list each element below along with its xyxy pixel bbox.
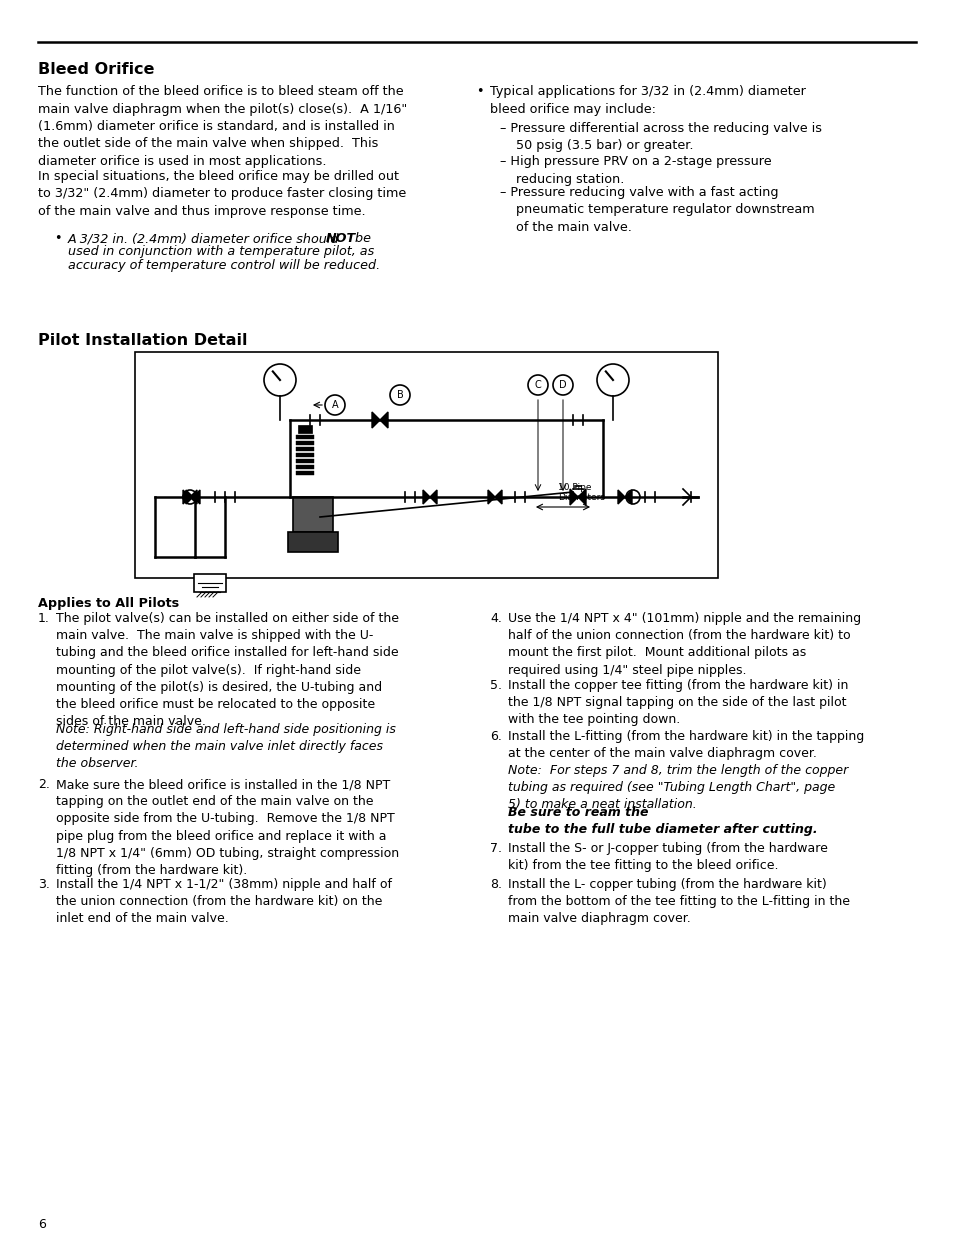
Text: B: B xyxy=(396,390,403,400)
Bar xyxy=(295,466,314,469)
Bar xyxy=(297,425,312,433)
Bar xyxy=(295,459,314,463)
Text: – Pressure reducing valve with a fast acting
    pneumatic temperature regulator: – Pressure reducing valve with a fast ac… xyxy=(499,186,814,233)
Text: NOT: NOT xyxy=(326,232,355,245)
Text: Note:  For steps 7 and 8, trim the length of the copper
tubing as required (see : Note: For steps 7 and 8, trim the length… xyxy=(507,764,847,811)
Bar xyxy=(295,471,314,475)
Text: Install the L- copper tubing (from the hardware kit)
from the bottom of the tee : Install the L- copper tubing (from the h… xyxy=(507,878,849,925)
Polygon shape xyxy=(186,490,193,504)
Text: Be sure to ream the
tube to the full tube diameter after cutting.: Be sure to ream the tube to the full tub… xyxy=(507,806,817,836)
Text: used in conjunction with a temperature pilot, as: used in conjunction with a temperature p… xyxy=(68,246,374,258)
Text: 6: 6 xyxy=(38,1218,46,1231)
Text: 7.: 7. xyxy=(490,842,501,855)
Text: In special situations, the bleed orifice may be drilled out
to 3/32" (2.4mm) dia: In special situations, the bleed orifice… xyxy=(38,170,406,219)
Polygon shape xyxy=(379,412,388,429)
Bar xyxy=(295,447,314,451)
Text: 3.: 3. xyxy=(38,878,50,890)
Text: The pilot valve(s) can be installed on either side of the
main valve.  The main : The pilot valve(s) can be installed on e… xyxy=(56,613,398,729)
Text: •: • xyxy=(476,85,483,98)
Bar xyxy=(288,532,337,552)
Text: •: • xyxy=(54,232,61,245)
Text: 5.: 5. xyxy=(490,679,501,692)
Text: Use the 1/4 NPT x 4" (101mm) nipple and the remaining
half of the union connecti: Use the 1/4 NPT x 4" (101mm) nipple and … xyxy=(507,613,861,677)
Bar xyxy=(295,453,314,457)
Polygon shape xyxy=(578,489,585,505)
Text: 8.: 8. xyxy=(490,878,501,890)
Polygon shape xyxy=(183,490,190,504)
Text: The function of the bleed orifice is to bleed steam off the
main valve diaphragm: The function of the bleed orifice is to … xyxy=(38,85,407,168)
Text: Applies to All Pilots: Applies to All Pilots xyxy=(38,597,179,610)
Text: 2.: 2. xyxy=(38,778,50,790)
Polygon shape xyxy=(569,489,578,505)
Bar xyxy=(193,574,226,592)
Bar xyxy=(135,352,718,578)
Text: Install the S- or J-copper tubing (from the hardware
kit) from the tee fitting t: Install the S- or J-copper tubing (from … xyxy=(507,842,827,872)
Polygon shape xyxy=(193,490,200,504)
Text: Install the copper tee fitting (from the hardware kit) in
the 1/8 NPT signal tap: Install the copper tee fitting (from the… xyxy=(507,679,847,726)
Text: A 3/32 in. (2.4mm) diameter orifice should: A 3/32 in. (2.4mm) diameter orifice shou… xyxy=(68,232,343,245)
Text: Install the L-fitting (from the hardware kit) in the tapping
at the center of th: Install the L-fitting (from the hardware… xyxy=(507,730,863,761)
Text: 6.: 6. xyxy=(490,730,501,743)
Text: – High pressure PRV on a 2-stage pressure
    reducing station.: – High pressure PRV on a 2-stage pressur… xyxy=(499,156,771,185)
Text: – Pressure differential across the reducing valve is
    50 psig (3.5 bar) or gr: – Pressure differential across the reduc… xyxy=(499,122,821,152)
Text: Pilot Installation Detail: Pilot Installation Detail xyxy=(38,333,247,348)
Text: 1.: 1. xyxy=(38,613,50,625)
Bar xyxy=(293,496,333,532)
Text: 4.: 4. xyxy=(490,613,501,625)
Text: Bleed Orifice: Bleed Orifice xyxy=(38,62,154,77)
Bar xyxy=(295,441,314,445)
Text: D: D xyxy=(558,380,566,390)
Text: Install the 1/4 NPT x 1-1/2" (38mm) nipple and half of
the union connection (fro: Install the 1/4 NPT x 1-1/2" (38mm) nipp… xyxy=(56,878,392,925)
Bar xyxy=(294,513,314,542)
Polygon shape xyxy=(422,490,430,504)
Polygon shape xyxy=(618,490,624,504)
Text: accuracy of temperature control will be reduced.: accuracy of temperature control will be … xyxy=(68,259,379,272)
Text: Make sure the bleed orifice is installed in the 1/8 NPT
tapping on the outlet en: Make sure the bleed orifice is installed… xyxy=(56,778,398,877)
Polygon shape xyxy=(372,412,379,429)
Text: be: be xyxy=(351,232,371,245)
Text: Typical applications for 3/32 in (2.4mm) diameter
bleed orifice may include:: Typical applications for 3/32 in (2.4mm)… xyxy=(490,85,805,116)
Bar xyxy=(295,435,314,438)
Text: 10 Pipe
Diameters: 10 Pipe Diameters xyxy=(558,483,604,501)
Text: Note: Right-hand side and left-hand side positioning is
determined when the main: Note: Right-hand side and left-hand side… xyxy=(56,722,395,771)
Polygon shape xyxy=(488,490,495,504)
Polygon shape xyxy=(495,490,501,504)
Polygon shape xyxy=(190,490,196,504)
Text: A: A xyxy=(332,400,338,410)
Text: C: C xyxy=(534,380,540,390)
Polygon shape xyxy=(430,490,436,504)
Polygon shape xyxy=(624,490,631,504)
